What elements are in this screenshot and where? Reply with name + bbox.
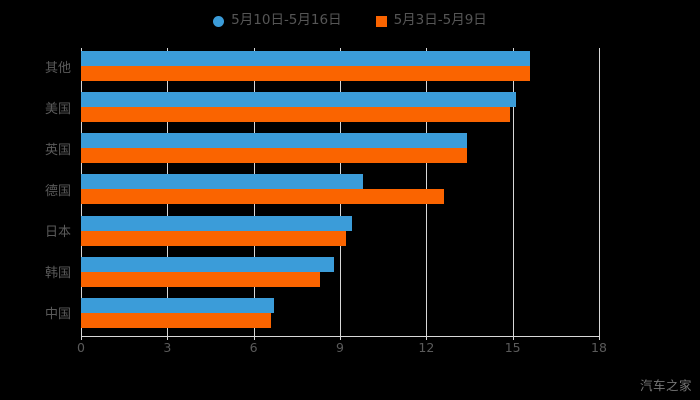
y-axis-label: 英国	[44, 142, 71, 158]
bar-group	[81, 48, 599, 89]
bar[interactable]	[81, 256, 335, 272]
legend-item-1[interactable]: 5月3日-5月9日	[375, 12, 487, 29]
y-axis-label: 美国	[44, 101, 71, 117]
gridline-x-15	[512, 48, 514, 336]
x-tick-label: 18	[591, 340, 607, 355]
x-tick-label: 3	[163, 340, 172, 355]
x-tick-mark	[167, 336, 169, 340]
bar-group	[81, 213, 599, 254]
bar[interactable]	[81, 297, 274, 313]
x-tick-mark	[340, 336, 341, 340]
x-tick-label: 15	[504, 340, 521, 355]
watermark: 汽车之家	[639, 377, 692, 393]
y-axis-label: 其他	[44, 60, 71, 76]
bar-group	[81, 171, 599, 212]
bar-group	[81, 254, 599, 295]
x-tick-label: 12	[418, 340, 435, 355]
bar[interactable]	[81, 230, 346, 246]
x-tick-mark	[81, 336, 82, 340]
bar-group	[81, 130, 599, 171]
bar-group	[81, 89, 599, 130]
bar[interactable]	[81, 215, 352, 231]
bar[interactable]	[81, 174, 364, 190]
bar[interactable]	[81, 92, 516, 108]
bar[interactable]	[81, 107, 510, 123]
bar[interactable]	[81, 271, 320, 287]
bar[interactable]	[81, 189, 444, 205]
bar[interactable]	[81, 148, 467, 164]
y-axis-label: 日本	[44, 225, 71, 241]
gridline-x-18	[599, 48, 600, 336]
y-axis-labels: 其他美国英国德国日本韩国中国	[9, 48, 71, 336]
y-axis-label: 韩国	[44, 266, 71, 282]
bar[interactable]	[81, 66, 530, 81]
x-tick-label: 6	[249, 340, 258, 355]
x-tick-label: 9	[336, 340, 344, 355]
x-axis: 0 3 6 9 12 15 18	[0, 336, 700, 360]
legend-item-label: 5月10日-5月16日	[231, 12, 342, 29]
bar-group	[81, 295, 599, 336]
x-tick-mark	[512, 336, 514, 340]
chart-legend: 5月10日-5月16日 5月3日-5月9日	[0, 8, 700, 34]
x-tick-mark	[426, 336, 428, 340]
bar[interactable]	[81, 312, 271, 328]
y-axis-label: 德国	[44, 184, 71, 199]
circle-marker-icon	[213, 15, 225, 27]
x-tick-label: 0	[77, 340, 85, 355]
x-tick-mark	[253, 336, 255, 340]
bar[interactable]	[81, 133, 467, 149]
legend-item-0[interactable]: 5月10日-5月16日	[213, 12, 342, 29]
legend-item-label: 5月3日-5月9日	[393, 12, 487, 29]
y-axis-label: 中国	[44, 307, 71, 323]
bar[interactable]	[81, 51, 530, 66]
x-tick-mark	[599, 336, 600, 340]
plot-area	[81, 48, 600, 336]
square-marker-icon	[375, 15, 387, 27]
